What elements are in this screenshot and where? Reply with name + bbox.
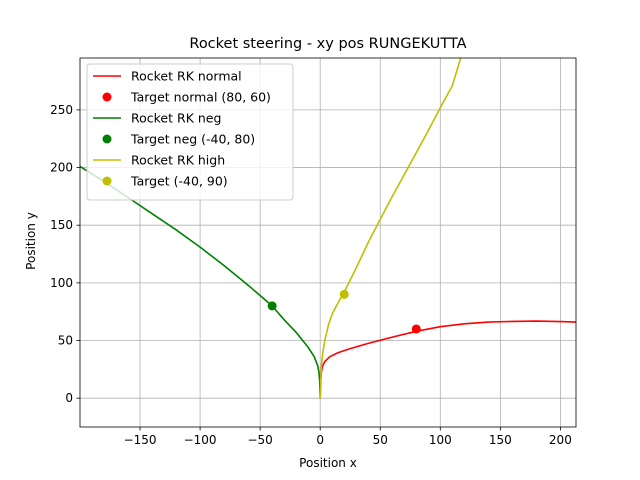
- legend-box: [86, 63, 294, 201]
- x-tick-label: 200: [549, 433, 572, 447]
- legend-entry-label: Target normal (80, 60): [130, 90, 271, 105]
- series-line-4: [319, 58, 462, 399]
- y-tick-label: 200: [50, 161, 73, 175]
- target-point-3: [267, 301, 277, 311]
- x-tick-label: 150: [489, 433, 512, 447]
- y-tick-label: 100: [50, 276, 73, 290]
- legend-marker-swatch: [102, 176, 112, 186]
- legend-entry-label: Target neg (-40, 80): [130, 132, 255, 147]
- legend-entry-label: Rocket RK normal: [131, 69, 242, 84]
- legend-entry-label: Rocket RK neg: [131, 111, 221, 126]
- legend: Rocket RK normal Target normal (80, 60) Ro…: [86, 63, 294, 201]
- y-axis: 0 50 100 150 200 250: [50, 103, 80, 405]
- chart-title: Rocket steering - xy pos RUNGEKUTTA: [189, 36, 466, 52]
- x-tick-label: −150: [124, 433, 157, 447]
- legend-marker-swatch: [102, 92, 112, 102]
- legend-entry-label: Target (-40, 90): [130, 174, 228, 189]
- x-axis: −150 −100 −50 0 50 100 150 200: [124, 427, 572, 447]
- x-tick-label: 50: [373, 433, 388, 447]
- x-tick-label: −50: [247, 433, 272, 447]
- x-tick-label: −100: [184, 433, 217, 447]
- x-axis-label: Position x: [299, 456, 357, 470]
- y-axis-label: Position y: [24, 212, 38, 270]
- target-point-5: [339, 289, 349, 299]
- target-point-1: [411, 324, 421, 334]
- legend-marker-swatch: [102, 134, 112, 144]
- x-tick-label: 100: [429, 433, 452, 447]
- series-lines: [80, 58, 576, 399]
- x-tick-label: 0: [316, 433, 324, 447]
- plot-frame: [79, 57, 577, 428]
- y-tick-label: 0: [65, 391, 73, 405]
- series-line-2: [80, 165, 321, 399]
- y-tick-label: 250: [50, 103, 73, 117]
- series-line-0: [319, 320, 576, 399]
- y-tick-label: 50: [58, 334, 73, 348]
- legend-entry-label: Rocket RK high: [131, 153, 225, 168]
- grid: [80, 58, 576, 427]
- series-points: [267, 289, 421, 334]
- y-tick-label: 150: [50, 218, 73, 232]
